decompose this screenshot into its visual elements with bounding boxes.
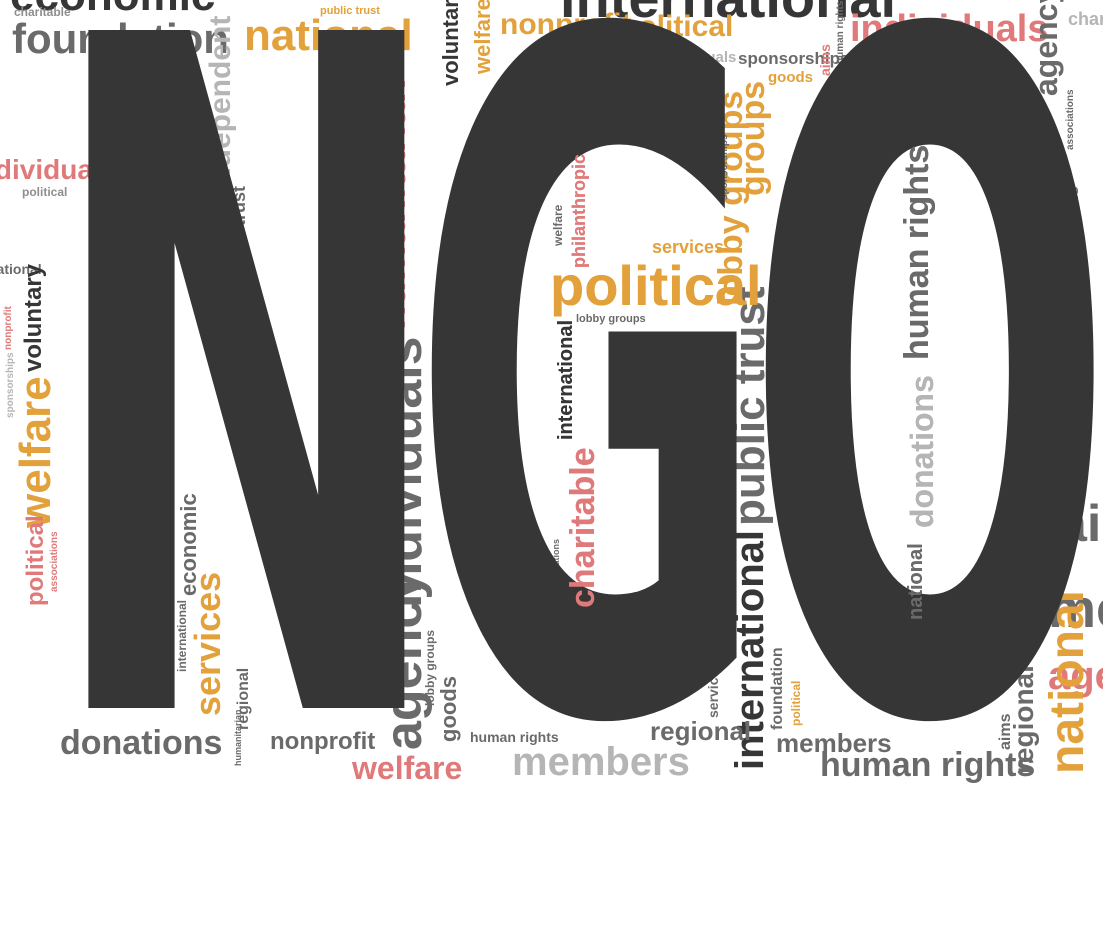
word-members-right: members (1048, 579, 1103, 639)
word-political-top: political (620, 10, 734, 43)
word-individuals-small: individuals (658, 49, 737, 66)
word-donations-bottom: donations (60, 724, 223, 762)
word-donations-over: donations (904, 375, 940, 528)
word-national-over: national (905, 543, 927, 620)
letter-n: N (44, 0, 449, 928)
word-political-left: political (22, 185, 68, 199)
word-national-left: national (0, 261, 42, 277)
word-charitable-over: charitable (564, 447, 602, 608)
word-lobby-groups-g: lobby groups (576, 313, 646, 325)
word-nonprofit-bottom: nonprofit (270, 728, 376, 755)
word-human-rights-over: human rights (898, 144, 936, 360)
word-members-bottom-right: members (776, 728, 892, 758)
word-national-top: national (244, 11, 413, 60)
word-foundation-top: foundation (12, 15, 229, 62)
word-services-g: services (652, 237, 725, 257)
word-public-trust-top: public trust (320, 5, 380, 17)
word-goods-top: goods (768, 69, 813, 86)
word-philanthropic-over: philanthropic (569, 154, 589, 268)
word-regional-bottom: regional (650, 716, 752, 746)
word-voluntary-left: voluntary (20, 263, 47, 372)
word-human-rights-bottom: human rights (470, 729, 559, 745)
word-charitable-top-right: charitable (1068, 9, 1103, 29)
word-political-over: political (550, 254, 762, 317)
word-charitable-top: charitable (14, 5, 71, 19)
word-aims-right: aims (1058, 495, 1103, 553)
word-individuals-top: individuals (850, 8, 1049, 50)
word-agency-bottom-right: agency (1048, 654, 1103, 698)
word-top-partial-right: international (560, 0, 896, 26)
word-top-partial-left: economic (10, 0, 215, 18)
word-nonprofit-left: nonprofit (3, 306, 14, 350)
word-political-g: political (550, 254, 762, 317)
word-nonprofit-top: nonprofit (500, 8, 632, 41)
letter-g: G (410, 0, 769, 928)
word-international-over: international (555, 319, 577, 440)
word-sponsorships-left: sponsorships (5, 352, 16, 418)
letter-o: O (744, 0, 1103, 928)
word-sponsorships-top: sponsorships (738, 49, 850, 68)
word-individuals-left: individuals (0, 154, 117, 185)
